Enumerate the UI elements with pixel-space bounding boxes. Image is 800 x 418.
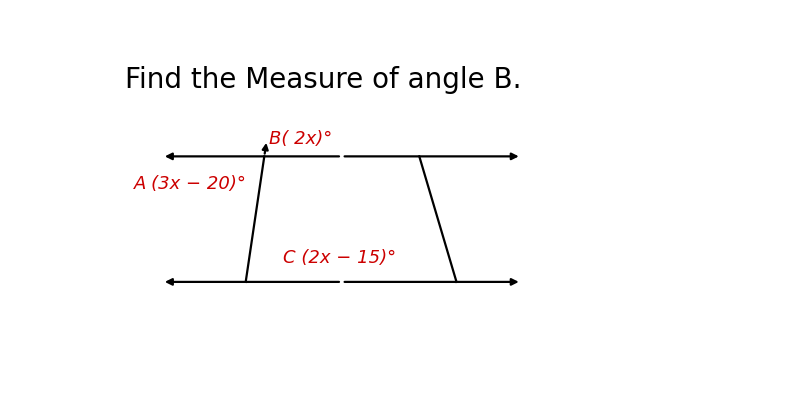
Text: Find the Measure of angle B.: Find the Measure of angle B. [125,66,522,94]
Text: B( 2x)°: B( 2x)° [269,130,332,148]
Text: C (2x − 15)°: C (2x − 15)° [283,249,396,267]
Text: A (3x − 20)°: A (3x − 20)° [134,175,247,193]
